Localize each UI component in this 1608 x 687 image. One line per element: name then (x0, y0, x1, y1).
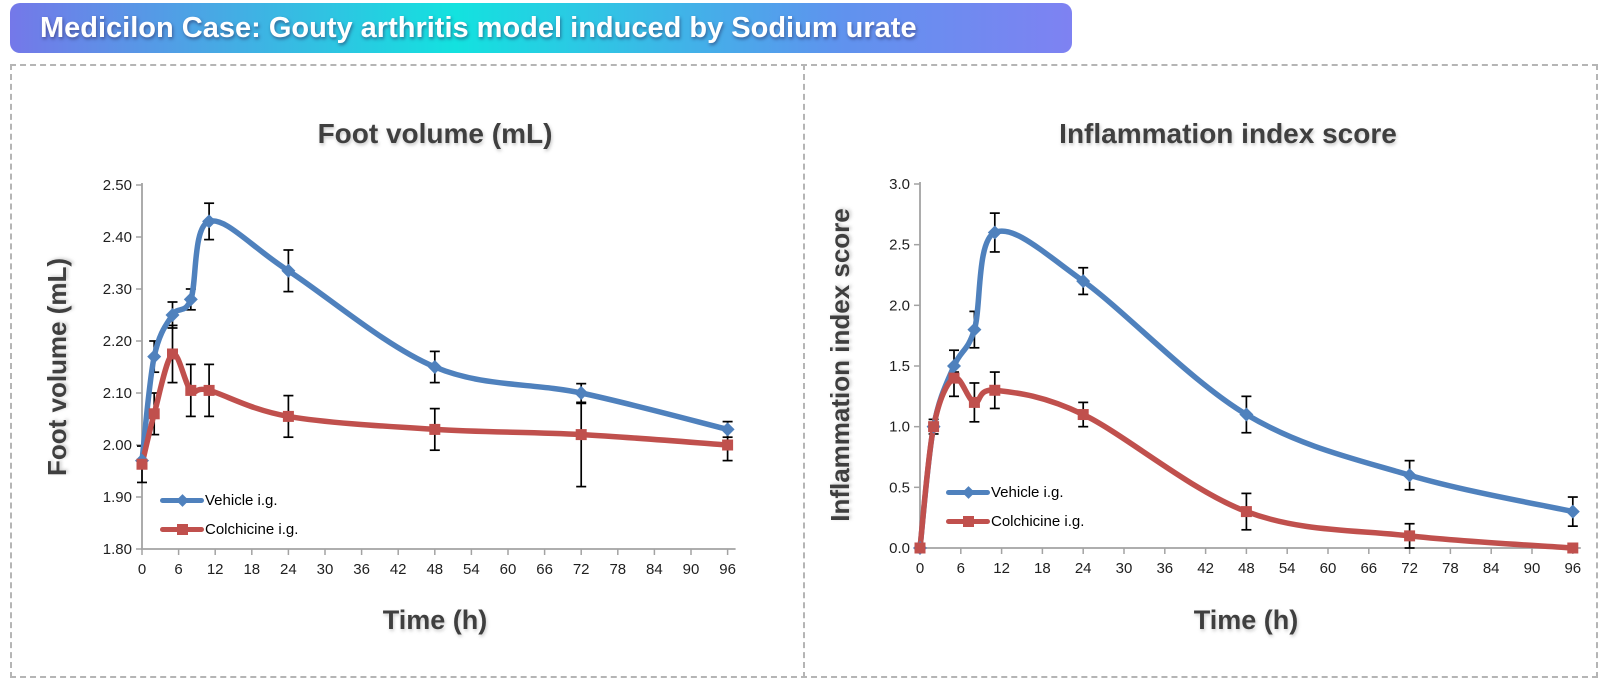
series-markers-colchicine (914, 372, 1579, 554)
series-markers-vehicle (135, 214, 735, 468)
svg-text:2.0: 2.0 (889, 297, 910, 314)
series-line-vehicle (139, 218, 731, 464)
svg-text:18: 18 (243, 561, 260, 578)
svg-text:0.0: 0.0 (889, 540, 910, 557)
svg-text:6: 6 (957, 560, 965, 577)
svg-text:66: 66 (1360, 560, 1377, 577)
svg-text:1.90: 1.90 (103, 489, 132, 506)
svg-text:12: 12 (993, 560, 1010, 577)
axes: 0.0 0.5 1.0 1.5 2.0 2.5 3.0 0 6 12 18 24 30 36 42 48 54 6… (889, 176, 1581, 577)
right-chart-plot: 0.0 0.5 1.0 1.5 2.0 2.5 3.0 0 6 12 18 24 30 36 42 48 54 6… (889, 176, 1581, 577)
colchicine-line-swatch (946, 514, 990, 529)
svg-text:24: 24 (280, 561, 297, 578)
diamond-marker-icon (176, 494, 189, 507)
svg-text:48: 48 (1238, 560, 1255, 577)
legend-item-vehicle: Vehicle i.g. (160, 486, 298, 515)
svg-text:1.80: 1.80 (103, 541, 132, 558)
svg-text:54: 54 (1279, 560, 1296, 577)
svg-text:2.00: 2.00 (103, 437, 132, 454)
svg-text:1.0: 1.0 (889, 419, 910, 436)
svg-text:96: 96 (1564, 560, 1581, 577)
svg-text:36: 36 (353, 561, 370, 578)
legend-item-vehicle: Vehicle i.g. (946, 478, 1084, 507)
right-chart-y-axis-label: Inflammation index score (824, 208, 855, 522)
svg-text:2.40: 2.40 (103, 229, 132, 246)
svg-text:30: 30 (317, 561, 334, 578)
legend-item-colchicine: Colchicine i.g. (946, 507, 1084, 536)
svg-text:96: 96 (719, 561, 736, 578)
diamond-marker-icon (962, 486, 975, 499)
right-chart-legend: Vehicle i.g. Colchicine i.g. (946, 478, 1084, 536)
colchicine-line-swatch (160, 522, 204, 537)
svg-text:0: 0 (138, 561, 146, 578)
legend-label-colchicine: Colchicine i.g. (205, 521, 299, 538)
square-marker-icon (177, 524, 188, 535)
legend-label-colchicine: Colchicine i.g. (991, 513, 1085, 530)
svg-text:0: 0 (916, 560, 924, 577)
left-chart-y-axis-label: Foot volume (mL) (41, 257, 72, 477)
right-chart-title: Inflammation index score (1059, 118, 1397, 149)
left-chart-x-axis-label: Time (h) (382, 605, 488, 635)
svg-text:2.50: 2.50 (103, 177, 132, 194)
svg-text:2.30: 2.30 (103, 281, 132, 298)
svg-text:72: 72 (1401, 560, 1418, 577)
panel-divider (803, 64, 805, 678)
svg-text:12: 12 (207, 561, 224, 578)
svg-text:2.10: 2.10 (103, 385, 132, 402)
left-chart-plot: 1.80 1.90 2.00 2.10 2.20 2.30 2.40 2.50 0 6 12 18 24… (103, 177, 736, 578)
vehicle-line-swatch (946, 485, 990, 500)
legend-label-vehicle: Vehicle i.g. (205, 492, 278, 509)
svg-text:60: 60 (1320, 560, 1337, 577)
svg-text:24: 24 (1075, 560, 1092, 577)
svg-text:78: 78 (1442, 560, 1459, 577)
svg-text:42: 42 (390, 561, 407, 578)
svg-text:72: 72 (573, 561, 590, 578)
svg-text:2.5: 2.5 (889, 237, 910, 254)
banner-title: Medicilon Case: Gouty arthritis model in… (40, 11, 917, 44)
legend-label-vehicle: Vehicle i.g. (991, 484, 1064, 501)
vehicle-line-swatch (160, 493, 204, 508)
svg-text:90: 90 (1524, 560, 1541, 577)
svg-text:48: 48 (426, 561, 443, 578)
right-chart-x-axis-label: Time (h) (1193, 605, 1299, 635)
header-banner: Medicilon Case: Gouty arthritis model in… (10, 3, 1072, 53)
svg-text:1.5: 1.5 (889, 358, 910, 375)
legend-item-colchicine: Colchicine i.g. (160, 515, 298, 544)
svg-text:3.0: 3.0 (889, 176, 910, 193)
svg-text:84: 84 (646, 561, 663, 578)
svg-text:54: 54 (463, 561, 480, 578)
svg-text:6: 6 (174, 561, 182, 578)
svg-text:36: 36 (1156, 560, 1173, 577)
svg-text:0.5: 0.5 (889, 479, 910, 496)
error-bars (137, 202, 733, 488)
svg-text:84: 84 (1483, 560, 1500, 577)
svg-text:30: 30 (1116, 560, 1133, 577)
series-markers-colchicine (136, 348, 734, 470)
svg-text:60: 60 (500, 561, 517, 578)
svg-text:2.20: 2.20 (103, 333, 132, 350)
svg-text:66: 66 (536, 561, 553, 578)
svg-text:90: 90 (683, 561, 700, 578)
svg-text:42: 42 (1197, 560, 1214, 577)
left-chart-title: Foot volume (mL) (317, 118, 553, 149)
series-line-colchicine (917, 375, 1576, 551)
left-chart-legend: Vehicle i.g. Colchicine i.g. (160, 486, 298, 544)
square-marker-icon (963, 516, 974, 527)
axes: 1.80 1.90 2.00 2.10 2.20 2.30 2.40 2.50 0 6 12 18 24… (103, 177, 736, 578)
svg-text:78: 78 (609, 561, 626, 578)
svg-text:18: 18 (1034, 560, 1051, 577)
